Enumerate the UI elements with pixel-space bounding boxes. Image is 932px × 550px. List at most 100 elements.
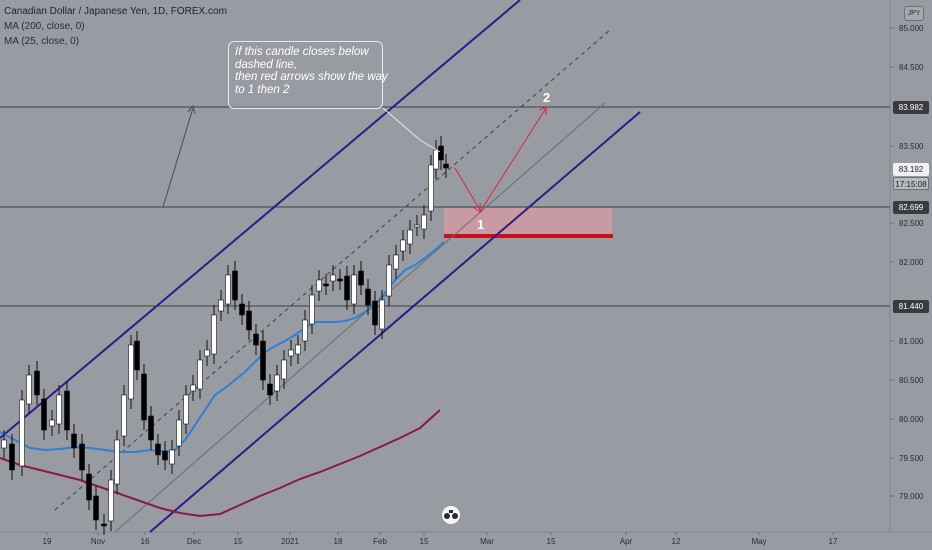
candle-body[interactable]	[71, 433, 77, 449]
candle-body[interactable]	[108, 479, 114, 522]
candle-body[interactable]	[438, 145, 444, 161]
currency-badge[interactable]: JPY	[904, 6, 924, 21]
candle-body[interactable]	[162, 450, 168, 461]
candle-body[interactable]	[169, 449, 175, 465]
note-line-3: then red arrows show the way	[235, 71, 388, 83]
channel-inner-line[interactable]	[114, 102, 606, 533]
time-tick-label: Dec	[187, 537, 201, 546]
candle-body[interactable]	[19, 399, 25, 467]
candle-body[interactable]	[9, 443, 15, 471]
price-tick-label: 81.000	[899, 337, 924, 346]
measure-arrow-line[interactable]	[162, 107, 194, 208]
ma200-legend[interactable]: MA (200, close, 0)	[4, 21, 85, 32]
ma25-legend[interactable]: MA (25, close, 0)	[4, 36, 80, 47]
candle-body[interactable]	[274, 374, 280, 392]
candle-body[interactable]	[393, 254, 399, 270]
candle-body[interactable]	[225, 274, 231, 305]
candle-body[interactable]	[344, 275, 350, 301]
candle-body[interactable]	[330, 274, 336, 282]
price-tick-label: 80.000	[899, 415, 924, 424]
candle-body[interactable]	[128, 344, 134, 400]
candle-body[interactable]	[260, 340, 266, 381]
candle-body[interactable]	[351, 274, 357, 305]
channel-lower-line[interactable]	[149, 111, 641, 533]
candle-body[interactable]	[34, 370, 40, 396]
candle-body[interactable]	[372, 300, 378, 326]
ma200-line[interactable]	[0, 409, 441, 518]
time-axis-ticks: 19 Nov 16 Dec 15 2021 18 Feb 15 Mar 15 Apr 12 May 17	[43, 532, 838, 546]
candle-body[interactable]	[155, 443, 161, 456]
note-line-2: dashed line,	[235, 58, 298, 71]
candle-body[interactable]	[323, 283, 329, 287]
time-tick-label: Feb	[373, 537, 387, 546]
candle-body[interactable]	[41, 398, 47, 431]
candle-body[interactable]	[114, 439, 120, 485]
price-tick-label: 83.500	[899, 142, 924, 151]
candle-body[interactable]	[190, 384, 196, 392]
candle-body[interactable]	[86, 473, 92, 501]
candle-body[interactable]	[93, 495, 99, 521]
candle-body[interactable]	[358, 270, 364, 286]
candle-body[interactable]	[379, 299, 385, 330]
candle-body[interactable]	[56, 394, 62, 425]
candle-body[interactable]	[211, 314, 217, 355]
candle-body[interactable]	[141, 373, 147, 421]
note-line-4: to 1 then 2	[235, 83, 290, 96]
note-callout[interactable]: If this candle closes below dashed line,…	[228, 41, 388, 109]
candle-body[interactable]	[316, 279, 322, 292]
candle-body[interactable]	[218, 299, 224, 312]
price-axis-ticks: 85.000 84.500 83.500 82.500 82.000 81.000 80.5…	[890, 24, 924, 501]
candle-body[interactable]	[1, 439, 7, 449]
candle-body[interactable]	[79, 443, 85, 471]
scenario-arrow-1[interactable]	[454, 167, 481, 211]
candle-body[interactable]	[101, 523, 107, 527]
candle-body[interactable]	[337, 278, 343, 282]
candle-body[interactable]	[148, 415, 154, 441]
price-tick-label: 79.500	[899, 454, 924, 463]
candle-body[interactable]	[365, 288, 371, 306]
resistance-price-tag: 83.982	[893, 101, 929, 114]
candle-body[interactable]	[386, 264, 392, 297]
candle-body[interactable]	[197, 359, 203, 390]
candle-body[interactable]	[183, 394, 189, 425]
candle-body[interactable]	[295, 344, 301, 355]
candle-body[interactable]	[407, 229, 413, 245]
time-tick-label: 18	[334, 537, 343, 546]
candlestick-series[interactable]	[1, 136, 449, 535]
candle-body[interactable]	[443, 163, 449, 169]
candle-body[interactable]	[26, 374, 32, 405]
scenario-arrow-2[interactable]	[479, 107, 547, 213]
candle-body[interactable]	[428, 164, 434, 212]
channel-mid-dashed-line[interactable]	[54, 29, 611, 511]
price-tick-label: 82.500	[899, 219, 924, 228]
note-pointer	[382, 107, 441, 153]
candle-body[interactable]	[267, 383, 273, 396]
time-tick-label: Mar	[480, 537, 494, 546]
candle-body[interactable]	[302, 319, 308, 342]
candle-body[interactable]	[421, 214, 427, 230]
price-tick-label: 79.000	[899, 492, 924, 501]
candle-body[interactable]	[246, 310, 252, 331]
symbol-title[interactable]: Canadian Dollar / Japanese Yen, 1D, FORE…	[4, 6, 227, 17]
candle-body[interactable]	[64, 390, 70, 431]
ma25-line[interactable]	[0, 241, 445, 454]
candle-body[interactable]	[204, 349, 210, 357]
channel-upper-line[interactable]	[0, 0, 521, 439]
candle-body[interactable]	[433, 149, 439, 170]
candle-body[interactable]	[253, 333, 259, 346]
candle-body[interactable]	[414, 224, 420, 228]
candle-body[interactable]	[281, 359, 287, 380]
candle-body[interactable]	[121, 394, 127, 437]
candle-body[interactable]	[176, 419, 182, 447]
candle-body[interactable]	[239, 303, 245, 316]
candle-body[interactable]	[309, 294, 315, 325]
candle-body[interactable]	[288, 349, 294, 357]
candle-body[interactable]	[134, 340, 140, 371]
price-tick-label: 82.000	[899, 258, 924, 267]
time-tick-label: 15	[234, 537, 243, 546]
candle-body[interactable]	[49, 419, 55, 427]
candle-body[interactable]	[232, 270, 238, 301]
candle-body[interactable]	[400, 239, 406, 252]
support-zone[interactable]	[444, 208, 612, 236]
